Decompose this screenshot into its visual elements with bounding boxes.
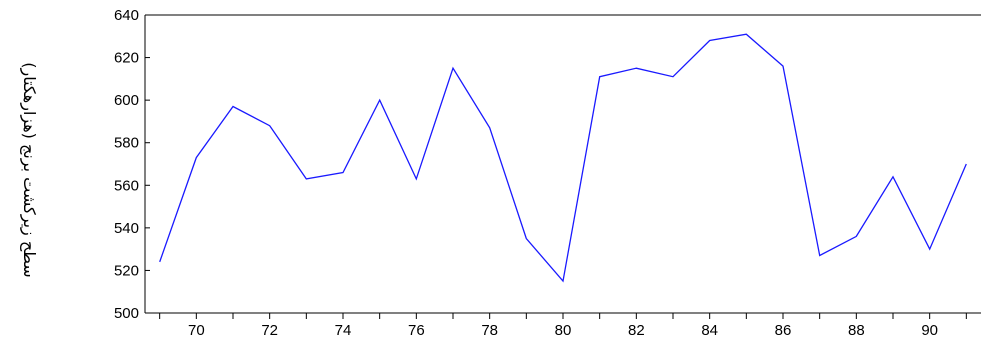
y-axis-label: سطح زیرکشت برنج (هزارهکتار): [19, 62, 39, 277]
x-tick-label: 72: [261, 322, 278, 339]
x-tick-label: 74: [335, 322, 352, 339]
y-axis-ticks: 500 520 540 560 580 600 620 640: [114, 7, 150, 322]
x-tick-label: 84: [701, 322, 718, 339]
y-tick-label: 540: [114, 220, 139, 237]
x-tick-label: 90: [921, 322, 938, 339]
x-tick-label: 80: [555, 322, 572, 339]
y-tick-label: 620: [114, 50, 139, 67]
y-tick-label: 500: [114, 305, 139, 322]
y-tick-label: 600: [114, 92, 139, 109]
x-tick-label: 70: [188, 322, 205, 339]
x-tick-label: 88: [848, 322, 865, 339]
y-tick-label: 560: [114, 177, 139, 194]
x-axis-ticks: 70 72 74 76 78 80 82 84 86 88 90: [159, 313, 967, 339]
x-tick-label: 76: [408, 322, 425, 339]
y-tick-label: 580: [114, 135, 139, 152]
plot-frame: [144, 14, 981, 314]
series-layer: [159, 33, 967, 283]
x-tick-label: 86: [775, 322, 792, 339]
x-tick-label: 78: [481, 322, 498, 339]
x-tick-label: 82: [628, 322, 645, 339]
y-tick-label: 520: [114, 262, 139, 279]
series-line: [159, 33, 967, 283]
y-tick-label: 640: [114, 7, 139, 24]
